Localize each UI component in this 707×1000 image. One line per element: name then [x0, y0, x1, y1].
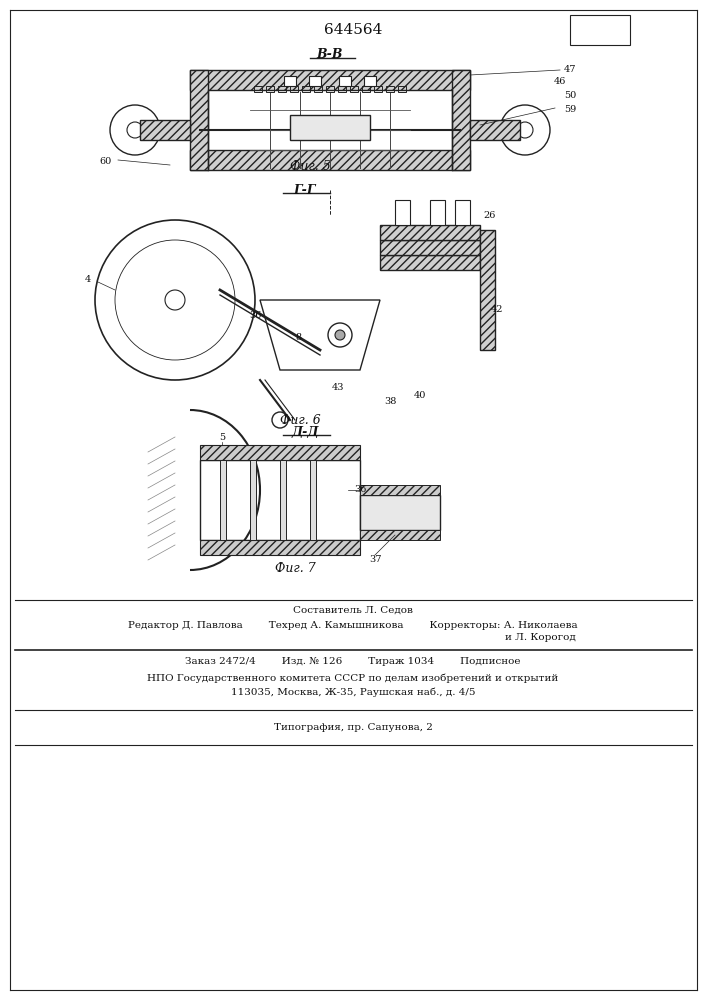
Bar: [290, 115, 370, 140]
Bar: [386, 86, 394, 92]
Text: Составитель Л. Седов: Составитель Л. Седов: [293, 605, 413, 614]
Bar: [364, 76, 376, 86]
Bar: [380, 240, 480, 255]
Bar: [339, 76, 351, 86]
Text: 50: 50: [564, 91, 576, 100]
Text: 5: 5: [219, 434, 225, 442]
Bar: [480, 230, 495, 350]
Text: В-В: В-В: [317, 48, 344, 62]
Text: 36: 36: [249, 310, 261, 320]
Bar: [326, 86, 334, 92]
Bar: [200, 540, 360, 555]
Bar: [140, 120, 190, 140]
Bar: [254, 86, 262, 92]
Bar: [380, 255, 480, 270]
Text: 38: 38: [384, 397, 396, 406]
Text: 26: 26: [484, 211, 496, 220]
Text: Г-Г: Г-Г: [293, 184, 316, 196]
Bar: [314, 86, 322, 92]
Bar: [309, 76, 321, 86]
Bar: [200, 445, 360, 460]
Text: Д-Д: Д-Д: [291, 426, 319, 438]
Text: 40: 40: [414, 390, 426, 399]
Bar: [220, 460, 226, 540]
Bar: [278, 86, 286, 92]
Text: 8: 8: [295, 334, 301, 342]
Text: 37: 37: [369, 556, 381, 564]
Text: 4: 4: [85, 275, 91, 284]
Text: 46: 46: [554, 78, 566, 87]
Bar: [190, 150, 470, 170]
Text: и Л. Корогод: и Л. Корогод: [505, 634, 575, 643]
Bar: [395, 200, 410, 225]
Bar: [290, 86, 298, 92]
Bar: [190, 70, 470, 90]
Bar: [266, 86, 274, 92]
Bar: [302, 86, 310, 92]
Bar: [570, 15, 630, 45]
Bar: [280, 460, 286, 540]
Text: 59: 59: [564, 105, 576, 114]
Bar: [430, 200, 445, 225]
Bar: [362, 86, 370, 92]
Bar: [190, 70, 208, 170]
Text: 60: 60: [99, 157, 111, 166]
Bar: [452, 70, 470, 170]
Text: 36: 36: [354, 486, 366, 494]
Text: Фиг. 6: Фиг. 6: [280, 414, 320, 426]
Bar: [360, 530, 440, 540]
Bar: [455, 200, 470, 225]
Bar: [360, 495, 440, 530]
Text: Фиг. 5: Фиг. 5: [290, 160, 330, 174]
Bar: [250, 460, 256, 540]
Bar: [200, 460, 360, 540]
Bar: [350, 86, 358, 92]
Text: 644564: 644564: [324, 23, 382, 37]
Bar: [374, 86, 382, 92]
Bar: [284, 76, 296, 86]
Bar: [380, 225, 480, 240]
Bar: [470, 120, 520, 140]
Text: 42: 42: [491, 306, 503, 314]
Bar: [338, 86, 346, 92]
Bar: [398, 86, 406, 92]
Bar: [360, 485, 440, 495]
Circle shape: [335, 330, 345, 340]
Text: Редактор Д. Павлова        Техред А. Камышникова        Корректоры: А. Николаева: Редактор Д. Павлова Техред А. Камышников…: [128, 620, 578, 630]
Text: Фиг. 7: Фиг. 7: [274, 562, 315, 574]
Text: 113035, Москва, Ж-35, Раушская наб., д. 4/5: 113035, Москва, Ж-35, Раушская наб., д. …: [230, 687, 475, 697]
Bar: [310, 460, 316, 540]
Text: Типография, пр. Сапунова, 2: Типография, пр. Сапунова, 2: [274, 722, 433, 732]
Text: Заказ 2472/4        Изд. № 126        Тираж 1034        Подписное: Заказ 2472/4 Изд. № 126 Тираж 1034 Подпи…: [185, 658, 521, 666]
Text: 47: 47: [563, 66, 576, 75]
Text: НПО Государственного комитета СССР по делам изобретений и открытий: НПО Государственного комитета СССР по де…: [147, 673, 559, 683]
Text: 43: 43: [332, 383, 344, 392]
